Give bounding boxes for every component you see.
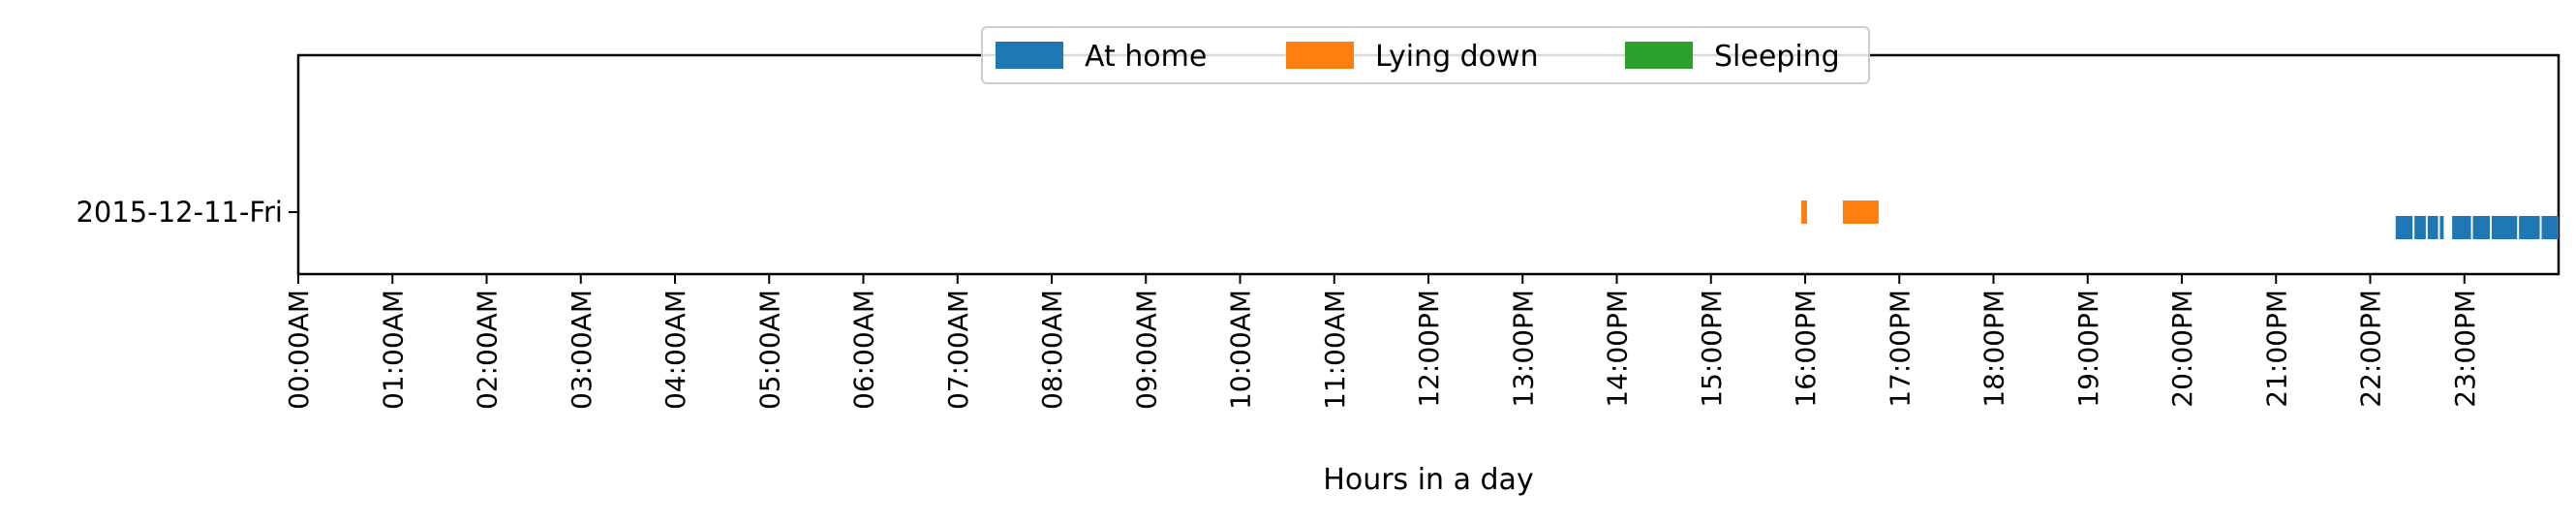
- x-tick-label: 15:00PM: [1696, 290, 1728, 408]
- x-tick-label: 02:00AM: [472, 290, 504, 410]
- legend: At home Lying down Sleeping: [981, 26, 1870, 84]
- x-tick-label: 07:00AM: [942, 290, 974, 410]
- interval-bar-at-home-3: [2439, 216, 2444, 239]
- x-tick-label: 20:00PM: [2166, 290, 2198, 408]
- legend-box: [981, 26, 1870, 84]
- x-tick-label: 09:00AM: [1130, 290, 1162, 410]
- x-axis: 00:00AM 01:00AM 02:00AM 03:00AM 04:00AM 05:00…: [283, 274, 2481, 410]
- legend-swatch-sleeping: [1625, 42, 1693, 69]
- x-tick-label: 19:00PM: [2072, 290, 2104, 408]
- x-tick-label: 05:00AM: [753, 290, 785, 410]
- x-tick-label: 23:00PM: [2449, 290, 2481, 408]
- interval-bar-at-home-4: [2452, 216, 2471, 239]
- legend-label: At home: [1085, 40, 1207, 74]
- interval-bar-at-home-5: [2472, 216, 2491, 239]
- x-tick-label: 10:00AM: [1225, 290, 1257, 410]
- row-label: 2015-12-11-Fri: [76, 196, 283, 229]
- interval-bar-at-home-8: [2541, 216, 2559, 239]
- x-tick-label: 08:00AM: [1036, 290, 1068, 410]
- x-tick-label: 16:00PM: [1790, 290, 1822, 408]
- x-tick-label: 14:00PM: [1602, 290, 1634, 408]
- row-axis: 2015-12-11-Fri: [76, 196, 298, 229]
- legend-swatch-at-home: [996, 42, 1063, 69]
- interval-bar-lying-down-0: [1801, 200, 1807, 224]
- interval-bar-lying-down-1: [1842, 200, 1879, 224]
- x-tick-label: 22:00PM: [2355, 290, 2387, 408]
- x-axis-label: Hours in a day: [1323, 463, 1533, 497]
- x-tick-label: 21:00PM: [2260, 290, 2292, 408]
- interval-bar-at-home-6: [2491, 216, 2518, 239]
- x-tick-label: 18:00PM: [1978, 290, 2010, 408]
- legend-label: Lying down: [1375, 40, 1539, 74]
- interval-bar-at-home-7: [2519, 216, 2540, 239]
- legend-label: Sleeping: [1714, 40, 1840, 74]
- interval-bar-at-home-2: [2427, 216, 2438, 239]
- plot-area: [296, 53, 2561, 276]
- x-tick-label: 04:00AM: [659, 290, 691, 410]
- x-tick-label: 03:00AM: [566, 290, 598, 410]
- x-tick-label: 12:00PM: [1413, 290, 1445, 408]
- legend-swatch-lying-down: [1286, 42, 1354, 69]
- x-tick-label: 01:00AM: [377, 290, 409, 410]
- x-tick-label: 13:00PM: [1507, 290, 1539, 408]
- x-tick-label: 17:00PM: [1884, 290, 1916, 408]
- interval-bar-at-home-1: [2414, 216, 2426, 239]
- x-tick-label: 06:00AM: [848, 290, 880, 410]
- interval-bar-at-home-0: [2395, 216, 2413, 239]
- interval-bars: [1801, 200, 2559, 239]
- x-tick-label: 00:00AM: [283, 290, 315, 410]
- x-tick-label: 11:00AM: [1319, 290, 1351, 410]
